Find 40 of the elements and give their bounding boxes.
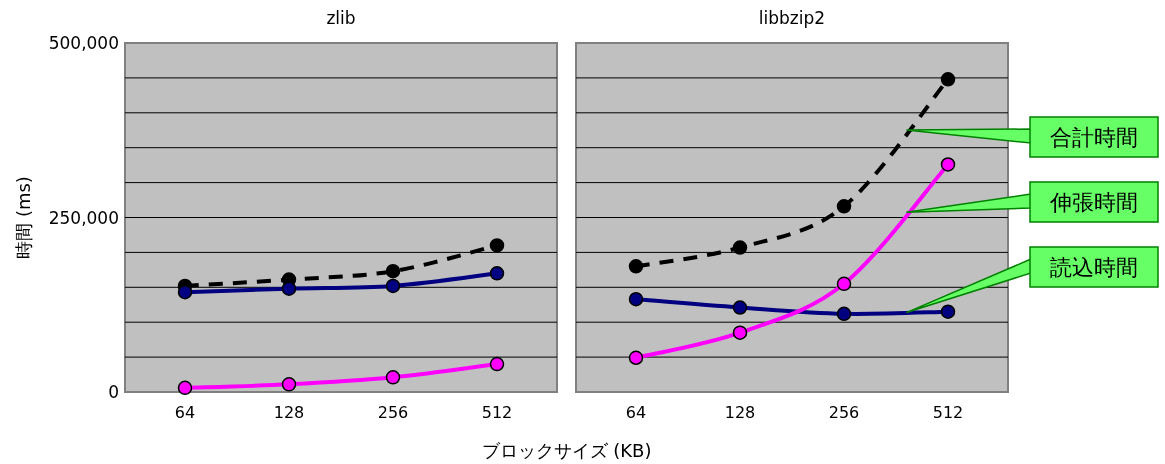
x-tick-label: 128: [724, 403, 756, 422]
y-axis-title: 時間 (ms): [13, 176, 34, 259]
x-tick-label: 512: [481, 403, 513, 422]
point: [836, 306, 852, 322]
point: [177, 284, 193, 300]
callout: 合計時間: [905, 116, 1159, 158]
point: [281, 281, 297, 296]
chart-title: zlib: [326, 8, 356, 28]
point: [489, 266, 505, 281]
y-tick-label: 500,000: [48, 33, 119, 53]
point: [628, 259, 644, 274]
point: [836, 199, 852, 214]
point: [732, 300, 748, 315]
point: [177, 380, 193, 396]
chart-title: libbzip2: [758, 8, 826, 28]
x-tick-label: 256: [377, 403, 409, 422]
x-axis-title: ブロックサイズ (KB): [481, 440, 652, 461]
x-tick-label: 128: [273, 403, 305, 422]
y-tick-label: 0: [108, 382, 119, 402]
point: [940, 72, 956, 87]
callout: 読込時間: [905, 246, 1159, 314]
x-tick-label: 512: [932, 403, 964, 422]
x-tick-label: 64: [174, 403, 196, 422]
x-tick-label: 256: [828, 403, 860, 422]
point: [940, 157, 956, 172]
point: [281, 377, 297, 392]
callout: 伸張時間: [905, 181, 1159, 223]
point: [628, 350, 644, 366]
point: [385, 278, 401, 294]
x-tick-label: 64: [625, 403, 647, 422]
point: [489, 238, 505, 253]
point: [836, 276, 852, 292]
point: [628, 291, 644, 307]
point: [489, 356, 505, 372]
y-tick-label: 250,000: [48, 207, 119, 228]
point: [385, 370, 401, 385]
point: [940, 304, 956, 319]
point: [732, 240, 748, 255]
point: [385, 264, 401, 279]
point: [732, 325, 748, 340]
